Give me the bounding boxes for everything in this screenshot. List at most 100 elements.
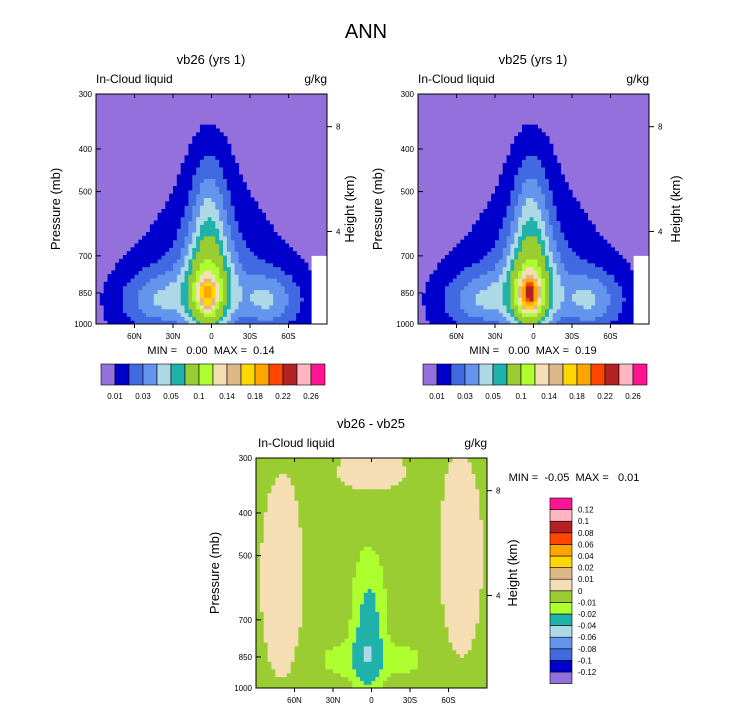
contour-cell [284,270,290,275]
contour-cell [165,212,170,218]
contour-cell [294,638,299,643]
contour-cell [223,189,228,195]
contour-cell [292,258,297,264]
contour-cell [436,665,442,670]
contour-cell [317,622,323,628]
contour-cell [521,205,527,210]
contour-cell [406,676,411,681]
contour-cell [568,201,573,206]
contour-cell [510,197,515,202]
contour-cell [398,672,403,678]
contour-cell [463,672,469,678]
contour-cell [514,186,519,191]
contour-cell [122,312,128,317]
contour-cell [348,684,353,688]
contour-cell [606,308,612,314]
contour-cell [386,665,392,670]
contour-cell [130,255,136,260]
contour-cell [130,274,136,279]
contour-cell [219,274,224,279]
contour-cell [223,212,228,218]
contour-cell [498,228,504,233]
contour-cell [444,619,450,624]
contour-cell [545,316,550,321]
contour-cell [165,285,170,291]
contour-cell [169,235,174,241]
contour-cell [279,607,284,612]
contour-cell [122,274,128,279]
contour-cell [261,243,266,248]
contour-cell [595,251,600,256]
contour-cell [518,182,523,187]
contour-cell [211,228,216,233]
contour-cell [579,266,585,271]
contour-cell [276,258,282,264]
contour-cell [313,680,319,685]
contour-cell [215,285,220,291]
contour-cell [203,297,209,302]
contour-cell [234,266,240,271]
contour-cell [441,289,446,294]
contour-cell [265,281,270,287]
contour-cell [317,603,323,609]
contour-cell [606,247,612,252]
contour-cell [436,599,442,605]
contour-cell [498,186,504,191]
contour-cell [280,274,286,279]
contour-cell [398,642,403,647]
contour-cell [307,293,313,298]
contour-cell [184,239,189,245]
contour-cell [188,232,193,237]
contour-cell [475,657,480,662]
contour-cell [518,266,523,271]
contour-cell [452,668,457,674]
contour-cell [417,599,423,605]
contour-cell [525,155,531,160]
contour-cell [460,599,465,605]
contour-cell [176,266,182,271]
contour-cell [261,316,266,321]
contour-cell [271,596,276,601]
contour-cell [548,155,554,160]
contour-cell [575,235,581,241]
y-tick-label: 300 [79,90,93,99]
contour-cell [275,680,280,685]
contour-cell [329,638,334,643]
contour-cell [386,642,392,647]
contour-cell [475,262,481,268]
contour-cell [575,247,581,252]
contour-cell [560,270,565,275]
contour-cell [161,235,166,241]
contour-cell [575,301,581,306]
contour-cell [518,147,523,153]
contour-cell [456,642,461,647]
contour-cell [261,228,266,233]
contour-cell [463,619,469,624]
contour-cell [234,285,240,291]
contour-cell [188,258,193,264]
contour-cell [246,297,251,302]
contour-cell [560,174,565,179]
contour-cell [196,304,201,310]
contour-cell [545,258,550,264]
contour-cell [261,224,266,229]
contour-cell [560,281,565,287]
contour-cell [463,630,469,635]
contour-cell [165,304,170,310]
contour-cell [487,205,492,210]
contour-cell [444,285,450,291]
contour-cell [356,619,361,624]
contour-cell [495,274,500,279]
contour-cell [483,615,487,620]
contour-cell [475,672,480,678]
contour-cell [436,615,442,620]
contour-cell [199,270,205,275]
contour-cell [292,320,297,324]
contour-cell [119,270,124,275]
contour-cell [273,235,278,241]
contour-cell [340,626,346,632]
colorbar-label: 0.22 [275,392,291,401]
contour-cell [273,243,278,248]
contour-cell [413,638,419,643]
